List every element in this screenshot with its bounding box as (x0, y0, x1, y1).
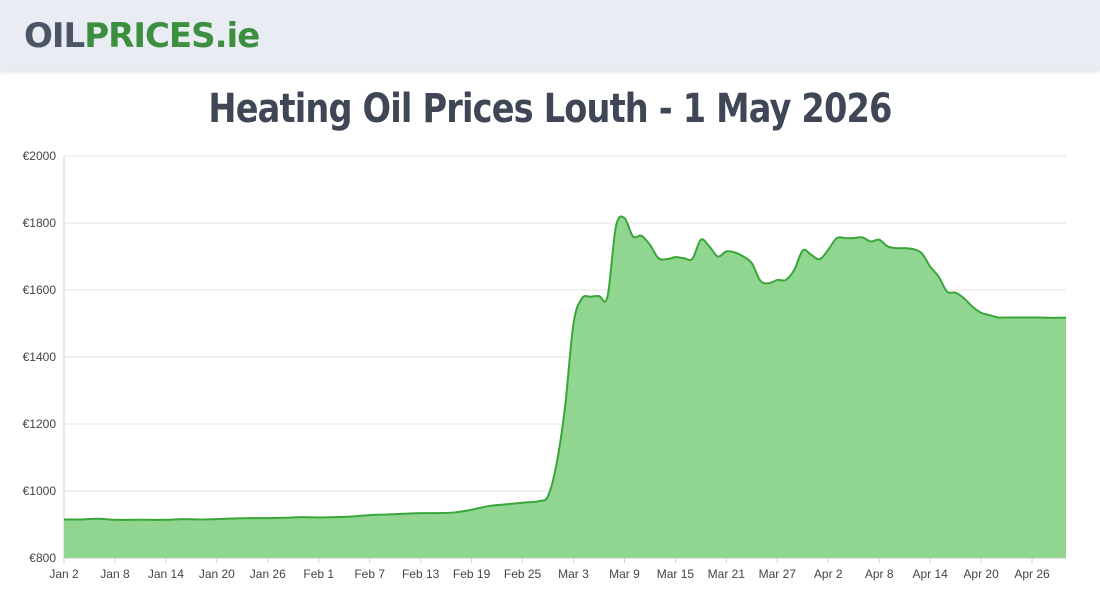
y-tick-label: €2000 (23, 149, 57, 163)
y-tick-label: €1200 (23, 417, 57, 431)
x-tick-label: Feb 25 (504, 567, 542, 581)
x-tick-label: Jan 8 (100, 567, 130, 581)
logo-text-prices: PRICES (84, 16, 215, 56)
logo-text-oil: OIL (24, 16, 85, 56)
x-tick-label: Mar 27 (759, 567, 797, 581)
x-tick-label: Apr 14 (912, 567, 948, 581)
x-tick-label: Mar 9 (609, 567, 640, 581)
x-tick-label: Feb 19 (453, 567, 491, 581)
x-tick-label: Apr 26 (1014, 567, 1050, 581)
page-title: Heating Oil Prices Louth - 1 May 2026 (208, 86, 892, 132)
y-tick-label: €800 (29, 551, 56, 565)
x-tick-label: Apr 2 (814, 567, 843, 581)
price-area-fill (64, 216, 1066, 558)
price-series-line (63, 215, 1066, 521)
x-tick-label: Mar 15 (657, 567, 695, 581)
x-tick-label: Jan 2 (49, 567, 79, 581)
site-logo[interactable]: OILPRICES.ie (24, 14, 261, 58)
x-tick-label: Mar 3 (558, 567, 589, 581)
price-chart-svg: €800 €1000 €1200 €1400 €1600 €1800 €2000 Jan 2 J… (23, 149, 1066, 581)
x-tick-label: Apr 8 (865, 567, 894, 581)
x-tick-label: Mar 21 (708, 567, 746, 581)
x-tick-label: Jan 20 (199, 567, 235, 581)
y-tick-label: €1000 (23, 484, 57, 498)
x-tick-label: Feb 13 (402, 567, 440, 581)
x-tick-label: Jan 14 (148, 567, 184, 581)
x-tick-label: Feb 1 (303, 567, 334, 581)
price-chart: €800 €1000 €1200 €1400 €1600 €1800 €2000 Jan 2 J… (0, 140, 1100, 600)
y-tick-label: €1400 (23, 350, 57, 364)
x-tick-label: Apr 20 (963, 567, 999, 581)
logo-text-tld: .ie (214, 16, 261, 56)
y-tick-label: €1600 (23, 283, 57, 297)
x-tick-label: Jan 26 (250, 567, 286, 581)
site-header: OILPRICES.ie (0, 0, 1100, 70)
x-tick-label: Feb 7 (354, 567, 385, 581)
y-tick-label: €1800 (23, 216, 57, 230)
